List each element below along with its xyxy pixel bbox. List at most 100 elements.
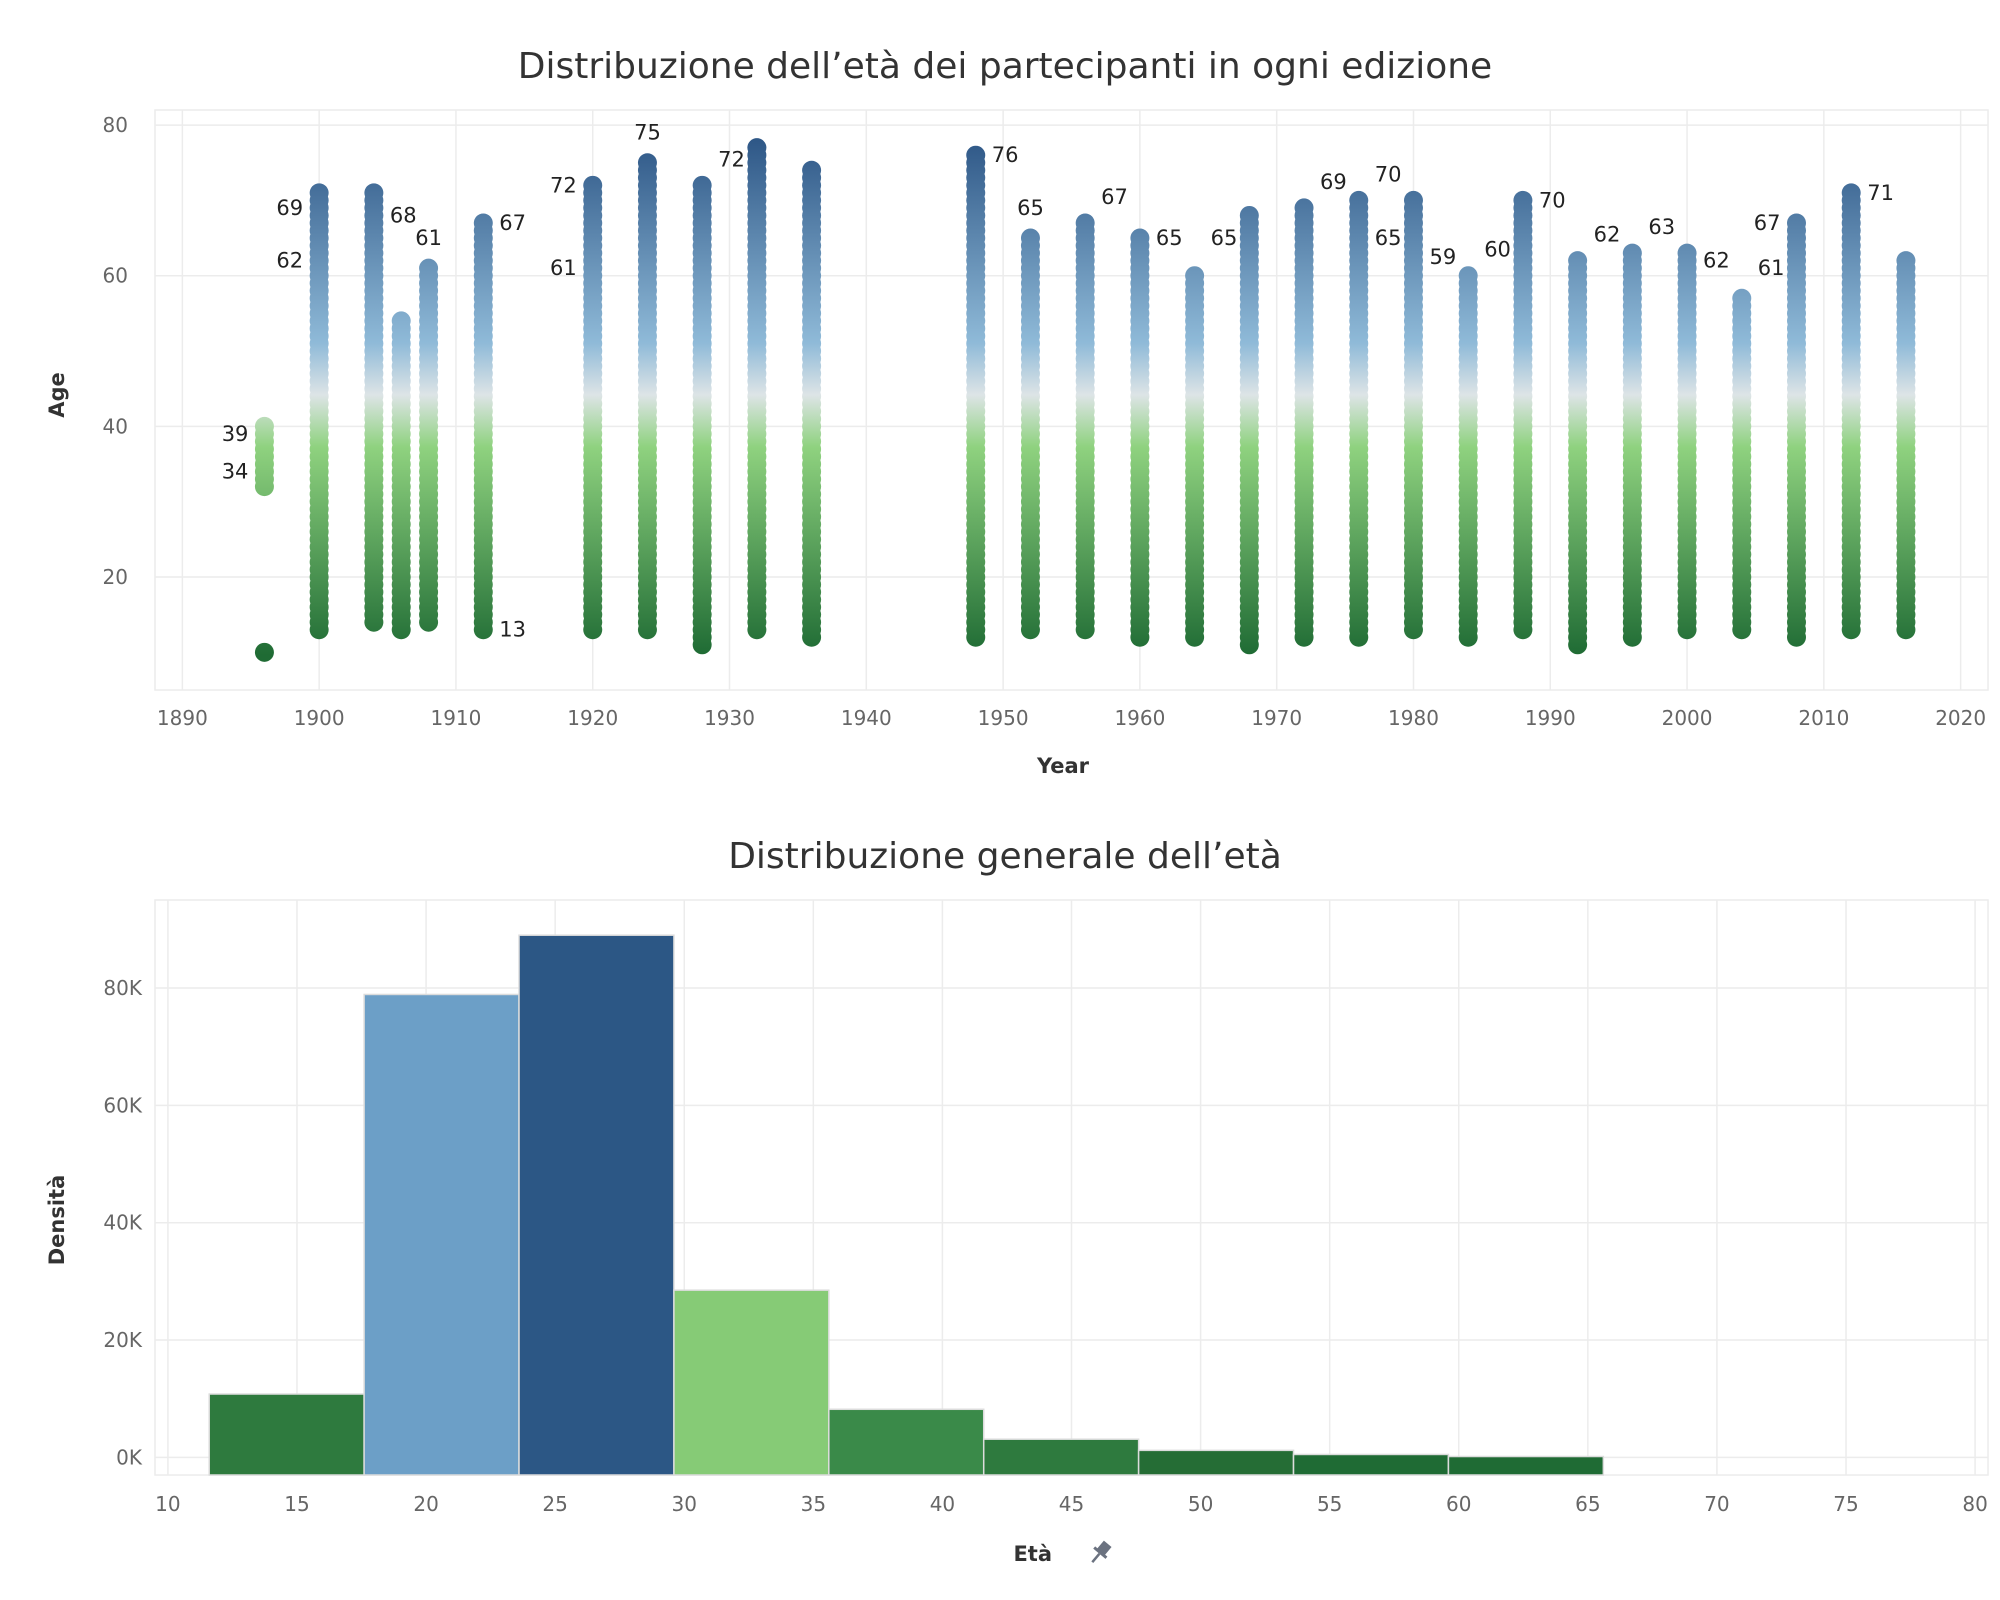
scatter-x-tick-label: 1900 <box>294 706 345 730</box>
scatter-point <box>1896 251 1916 271</box>
scatter-point-label: 61 <box>1758 256 1785 280</box>
histogram-x-tick-label: 50 <box>1188 1492 1213 1516</box>
scatter-title: Distribuzione dell’età dei partecipanti … <box>518 46 1492 87</box>
histogram-bar <box>673 1289 830 1476</box>
scatter-point <box>1130 228 1150 248</box>
histogram-x-tick-label: 30 <box>672 1492 697 1516</box>
histogram-x-tick-label: 45 <box>1059 1492 1084 1516</box>
scatter-x-label: Year <box>1036 754 1090 778</box>
scatter-point-label: 75 <box>634 121 661 145</box>
scatter-x-tick-label: 1950 <box>978 706 1029 730</box>
scatter-point-label: 65 <box>1375 226 1402 250</box>
age-by-edition-scatter: Distribuzione dell’età dei partecipanti … <box>45 46 1989 778</box>
scatter-point <box>637 153 657 173</box>
pin-icon[interactable] <box>1086 1539 1114 1568</box>
scatter-point-label: 68 <box>390 203 417 227</box>
scatter-point <box>1568 251 1588 271</box>
scatter-point <box>1513 190 1533 210</box>
histogram-x-label: Età <box>1013 1542 1052 1566</box>
scatter-point <box>1349 190 1369 210</box>
histogram-x-tick-label: 25 <box>542 1492 567 1516</box>
scatter-x-tick-label: 2000 <box>1662 706 1713 730</box>
scatter-point-label: 34 <box>222 460 249 484</box>
histogram-y-tick-label: 40K <box>103 1211 142 1235</box>
scatter-point-label: 67 <box>1101 185 1128 209</box>
histogram-y-tick-label: 60K <box>103 1093 142 1117</box>
histogram-bar <box>1292 1453 1450 1476</box>
scatter-point <box>583 175 603 195</box>
scatter-point-label: 62 <box>276 249 303 273</box>
histogram-bar <box>1137 1449 1295 1476</box>
histogram-x-tick-label: 35 <box>801 1492 826 1516</box>
histogram-x-tick-label: 10 <box>155 1492 180 1516</box>
histogram-x-tick-label: 55 <box>1317 1492 1342 1516</box>
scatter-x-tick-label: 1920 <box>567 706 618 730</box>
histogram-y-ticks: 0K 20K 40K 60K 80K <box>103 976 142 1469</box>
histogram-x-tick-label: 15 <box>284 1492 309 1516</box>
scatter-point-label: 70 <box>1539 188 1566 212</box>
scatter-point <box>747 138 767 158</box>
scatter-y-ticks: 20 40 60 80 <box>103 113 128 589</box>
scatter-x-tick-label: 1940 <box>841 706 892 730</box>
scatter-point <box>1786 213 1806 233</box>
histogram-title: Distribuzione generale dell’età <box>728 836 1282 877</box>
scatter-point-label: 67 <box>499 211 526 235</box>
scatter-point <box>254 416 274 436</box>
scatter-point <box>692 175 712 195</box>
scatter-y-tick-label: 40 <box>103 414 128 438</box>
scatter-y-tick-label: 20 <box>103 565 128 589</box>
scatter-point <box>1622 243 1642 263</box>
histogram-bars <box>208 934 1605 1476</box>
scatter-point <box>1841 183 1861 203</box>
scatter-point <box>1403 190 1423 210</box>
scatter-y-tick-label: 60 <box>103 264 128 288</box>
histogram-x-ticks: 10 15 20 25 30 35 40 45 50 55 60 65 70 75 80 <box>155 1492 1988 1516</box>
scatter-x-tick-label: 1960 <box>1114 706 1165 730</box>
histogram-y-tick-label: 0K <box>116 1445 143 1469</box>
scatter-point-label: 39 <box>222 422 249 446</box>
scatter-point <box>419 258 439 278</box>
scatter-x-tick-label: 1910 <box>430 706 481 730</box>
scatter-point <box>802 160 822 180</box>
scatter-x-tick-label: 2020 <box>1935 706 1986 730</box>
scatter-point <box>1732 288 1752 308</box>
scatter-point-label: 69 <box>1320 170 1347 194</box>
scatter-point <box>364 183 384 203</box>
scatter-point-label: 59 <box>1429 245 1456 269</box>
histogram-bar <box>828 1408 985 1476</box>
scatter-y-label: Age <box>45 372 69 418</box>
scatter-point-label: 71 <box>1867 181 1894 205</box>
scatter-point-label: 69 <box>276 196 303 220</box>
histogram-bar <box>982 1438 1140 1476</box>
scatter-point <box>1239 205 1259 225</box>
scatter-point <box>1075 213 1095 233</box>
scatter-point-label: 76 <box>992 143 1019 167</box>
scatter-point <box>1294 198 1314 218</box>
histogram-bar <box>518 934 675 1476</box>
histogram-x-tick-label: 70 <box>1704 1492 1729 1516</box>
scatter-point <box>254 642 274 662</box>
scatter-x-tick-label: 1930 <box>704 706 755 730</box>
scatter-point <box>1185 266 1205 286</box>
scatter-point-label: 70 <box>1375 162 1402 186</box>
scatter-y-tick-label: 80 <box>103 113 128 137</box>
histogram-x-tick-label: 75 <box>1833 1492 1858 1516</box>
histogram-bar <box>208 1393 365 1476</box>
histogram-bar <box>1447 1455 1605 1476</box>
scatter-point-label: 65 <box>1211 226 1238 250</box>
scatter-point-label: 62 <box>1703 249 1730 273</box>
scatter-plot-frame <box>154 109 1989 691</box>
histogram-x-tick-label: 80 <box>1962 1492 1987 1516</box>
scatter-point <box>1677 243 1697 263</box>
scatter-point <box>1020 228 1040 248</box>
scatter-point-label: 61 <box>415 226 442 250</box>
histogram-y-tick-label: 80K <box>103 976 142 1000</box>
histogram-bar <box>363 993 520 1476</box>
histogram-x-tick-label: 20 <box>413 1492 438 1516</box>
scatter-point <box>966 145 986 165</box>
scatter-point-label: 67 <box>1754 211 1781 235</box>
scatter-points <box>254 138 1916 662</box>
scatter-point-label: 65 <box>1156 226 1183 250</box>
